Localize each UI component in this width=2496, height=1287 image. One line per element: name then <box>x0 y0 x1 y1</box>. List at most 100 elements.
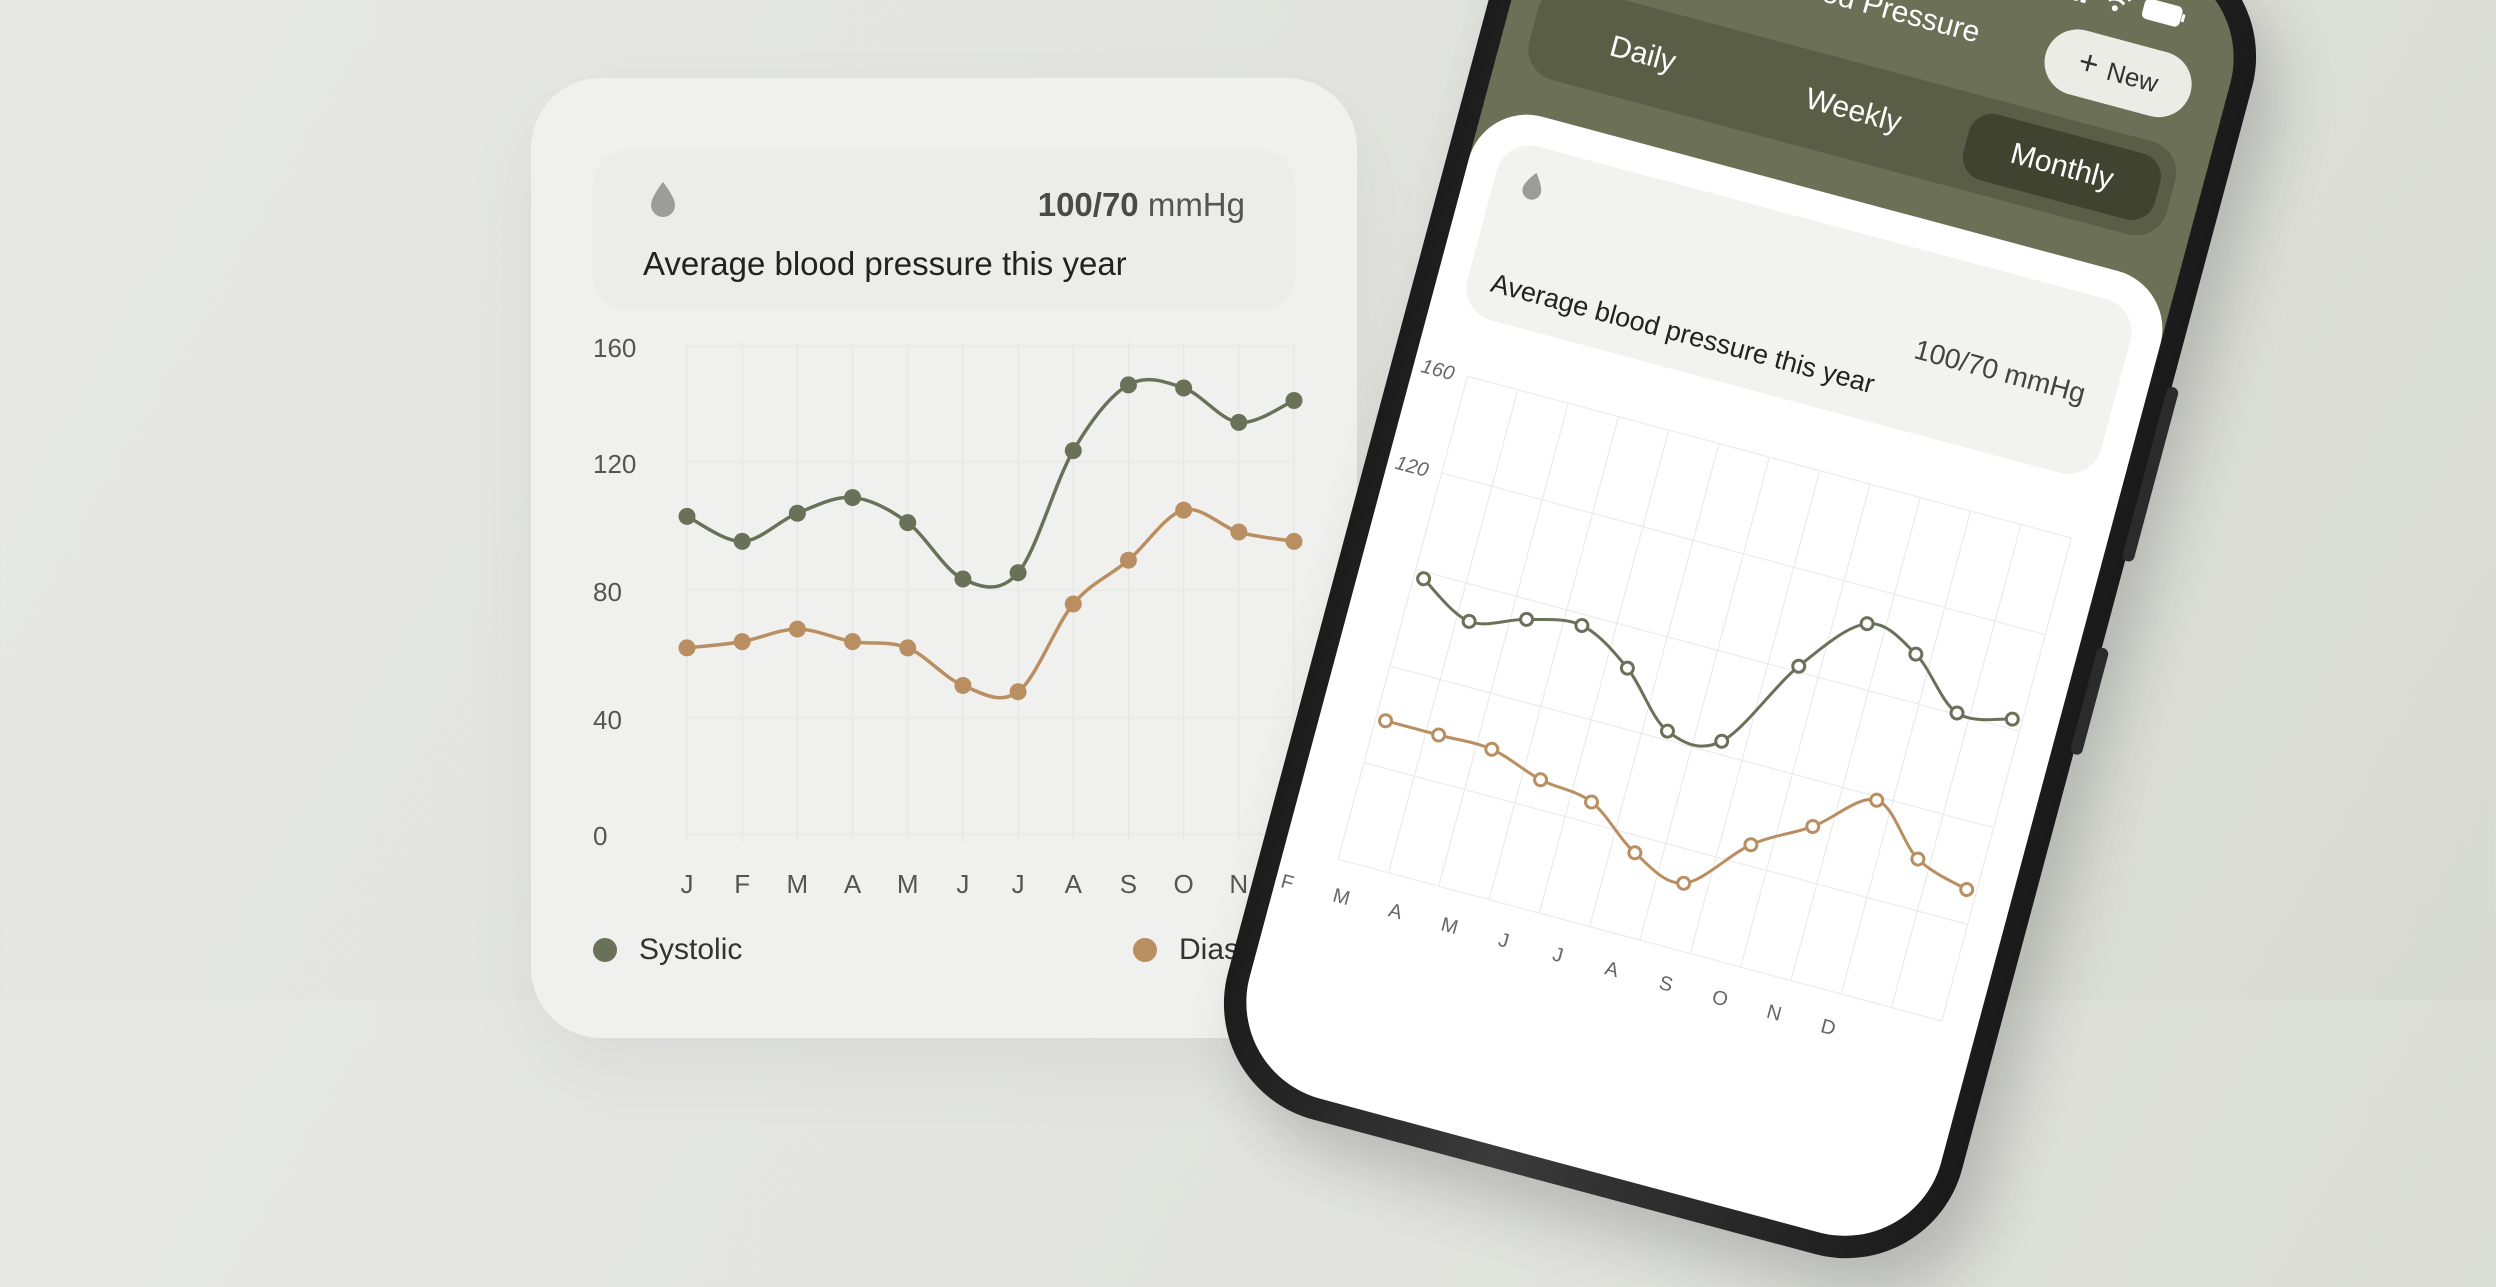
diastolic-point <box>954 676 972 694</box>
diastolic-point <box>899 639 917 657</box>
new-button-label: New <box>2103 55 2162 98</box>
x-tick-label: A <box>1065 869 1083 899</box>
status-bar <box>2057 0 2188 30</box>
diastolic-point <box>1869 792 1885 808</box>
diastolic-point <box>1533 772 1549 788</box>
card-line-chart: 04080120160JFMAMJJASOND <box>593 333 1303 899</box>
new-reading-button[interactable]: + New <box>2037 22 2200 125</box>
diastolic-point <box>1431 727 1447 743</box>
tab-monthly[interactable]: Monthly <box>1957 108 2167 226</box>
systolic-point <box>899 514 917 532</box>
x-tick-label: A <box>1603 957 1622 982</box>
grid-line-vertical <box>1438 403 1569 887</box>
systolic-point <box>1619 660 1635 676</box>
systolic-point <box>678 507 696 525</box>
systolic-point <box>788 504 806 522</box>
x-tick-label: D <box>1818 1015 1838 1040</box>
systolic-point <box>1461 613 1477 629</box>
grid-line-horizontal <box>1467 375 2072 539</box>
phone-summary-panel: 100/70 mmHg Average blood pressure this … <box>1458 137 2140 482</box>
diastolic-point <box>1627 845 1643 861</box>
y-tick-label: 80 <box>593 577 622 607</box>
systolic-point <box>1949 705 1965 721</box>
systolic-point <box>1009 564 1027 582</box>
x-tick-label: J <box>1550 943 1565 967</box>
tab-daily[interactable]: Daily <box>1606 29 1680 79</box>
x-tick-label: A <box>1386 899 1405 924</box>
summary-panel: 100/70 mmHg Average blood pressure this … <box>593 150 1295 310</box>
x-tick-label: S <box>1120 869 1137 899</box>
y-tick-label: 0 <box>593 821 607 851</box>
reading-unit: mmHg <box>1147 186 1245 223</box>
grid-line-vertical <box>1639 456 1770 941</box>
grid-line-vertical <box>1790 497 1921 981</box>
diastolic-point <box>733 633 751 651</box>
content-sheet: 100/70 mmHg Average blood pressure this … <box>1223 101 2176 1259</box>
summary-caption: Average blood pressure this year <box>643 245 1127 282</box>
systolic-point <box>1519 611 1535 627</box>
grid-line-vertical <box>1840 510 1972 995</box>
diastolic-point <box>1175 501 1193 519</box>
diastolic-point <box>788 620 806 638</box>
average-reading: 100/70 mmHg <box>1038 186 1245 224</box>
grid-line-horizontal <box>1415 568 2020 732</box>
grid-line-horizontal <box>1389 665 1994 829</box>
systolic-point <box>1416 571 1432 587</box>
diastolic-point <box>1484 741 1500 757</box>
y-tick-label: 40 <box>593 705 622 735</box>
grid-line-horizontal <box>1441 472 2046 636</box>
phone-screen: Blood Pressure + New Daily Weekly Monthl… <box>1223 0 2257 1259</box>
diastolic-point <box>1009 683 1027 701</box>
diastolic-point <box>1378 713 1394 729</box>
tab-weekly[interactable]: Weekly <box>1801 81 1905 140</box>
grid-line-vertical <box>1538 430 1670 914</box>
reading-value: 100/70 <box>1037 186 1139 223</box>
systolic-point <box>1119 376 1137 394</box>
diastolic-point <box>1676 875 1692 891</box>
blood-drop-icon <box>1522 172 1542 200</box>
y-tick-label: 120 <box>593 449 636 479</box>
y-tick-label: 160 <box>593 333 636 363</box>
systolic-point <box>1659 723 1675 739</box>
diastolic-point <box>844 633 862 651</box>
systolic-point <box>1791 658 1807 674</box>
x-tick-label: F <box>1279 871 1296 895</box>
systolic-point <box>1175 379 1193 397</box>
diastolic-point <box>1959 882 1975 898</box>
y-tick-label: 120 <box>1393 452 1431 482</box>
blood-pressure-card: 100/70 mmHg Average blood pressure this … <box>531 78 1357 1038</box>
systolic-point <box>1064 442 1082 460</box>
phone-mockup: Blood Pressure + New Daily Weekly Monthl… <box>1196 0 2284 1286</box>
blood-drop-icon <box>651 182 675 217</box>
action-button <box>2069 646 2110 756</box>
diastolic-point <box>678 639 696 657</box>
grid-line-vertical <box>1488 416 1619 900</box>
systolic-point <box>1574 618 1590 634</box>
diastolic-point <box>1910 851 1926 867</box>
cellular-signal-icon <box>2072 0 2091 4</box>
legend-systolic: Systolic <box>593 930 742 970</box>
x-tick-label: J <box>956 869 969 899</box>
x-tick-label: M <box>1439 914 1461 940</box>
plus-icon: + <box>2074 42 2104 85</box>
x-tick-label: A <box>844 869 862 899</box>
systolic-point <box>733 532 751 550</box>
systolic-point <box>844 489 862 507</box>
x-tick-label: J <box>1012 869 1025 899</box>
wifi-icon <box>2104 0 2132 12</box>
systolic-point <box>954 570 972 588</box>
x-tick-label: N <box>1229 869 1248 899</box>
diastolic-point <box>1119 551 1137 569</box>
diastolic-point <box>1285 532 1303 550</box>
systolic-point <box>1285 391 1303 409</box>
phone-frame: Blood Pressure + New Daily Weekly Monthl… <box>1196 0 2284 1286</box>
x-tick-label: J <box>1496 929 1511 953</box>
systolic-point <box>1714 733 1730 749</box>
battery-icon <box>2141 0 2186 27</box>
diastolic-point <box>1584 794 1600 810</box>
grid-line-vertical <box>1387 389 1519 873</box>
systolic-line <box>686 377 1295 589</box>
systolic-point <box>1230 413 1248 431</box>
grid-line-vertical <box>1941 537 2072 1022</box>
grid-line-horizontal <box>1363 762 1968 925</box>
